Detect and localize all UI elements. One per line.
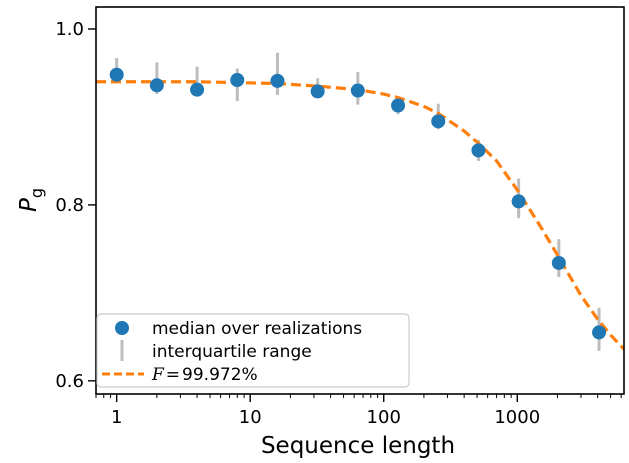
median-point: [391, 98, 406, 113]
y-axis-label-group: Pg: [16, 188, 46, 212]
legend-label-fit-value: 99.972%: [182, 365, 258, 385]
y-axis-label: Pg: [16, 188, 46, 212]
median-point: [230, 73, 245, 88]
median-point: [109, 67, 124, 82]
x-tick-label: 10: [239, 407, 262, 428]
legend-label-median: median over realizations: [152, 319, 362, 339]
median-point: [551, 255, 566, 270]
legend: median over realizations interquartile r…: [96, 313, 410, 388]
axes-frame: [95, 6, 625, 395]
legend-label-fit: F = 99.972%: [151, 365, 258, 385]
median-point: [592, 325, 607, 340]
median-point: [350, 83, 365, 98]
y-tick-label: 0.6: [55, 371, 84, 392]
legend-label-iqr: interquartile range: [152, 342, 312, 362]
x-tick-label: 1: [111, 407, 122, 428]
median-point: [310, 84, 325, 99]
y-tick-label: 1.0: [55, 19, 84, 40]
median-point: [511, 194, 526, 209]
x-axis-label: Sequence length: [261, 433, 455, 459]
fit-curve: [96, 80, 624, 351]
x-tick-label: 100: [367, 407, 401, 428]
legend-label-fit-operator: =: [166, 365, 180, 385]
y-axis-label-main: P: [16, 198, 42, 212]
median-point: [190, 82, 205, 97]
y-axis-label-subscript: g: [27, 188, 46, 198]
axis-ticks: 1 10 100 1000 0.6 0.8 1.0: [55, 19, 622, 428]
median-point: [431, 114, 446, 129]
y-tick-label: 0.8: [55, 195, 84, 216]
legend-box: [96, 313, 410, 388]
median-point: [471, 143, 486, 158]
median-point: [270, 73, 285, 88]
x-tick-label: 1000: [494, 407, 540, 428]
plot-area: [96, 52, 624, 351]
legend-marker-median: [115, 321, 129, 335]
legend-label-fit-symbol: F: [151, 365, 165, 385]
median-point: [149, 78, 164, 93]
